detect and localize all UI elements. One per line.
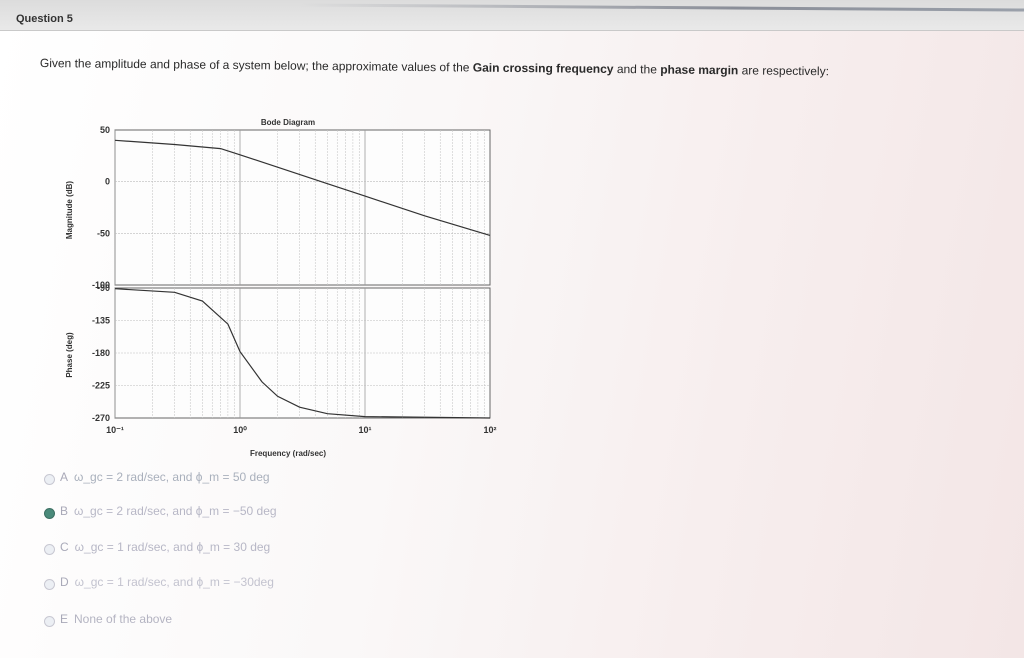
phase-y-tick-label: -270 (92, 413, 110, 423)
phase-curve (114, 288, 491, 419)
magnitude-curve (114, 139, 491, 236)
question-suffix: are respectively: (738, 63, 830, 79)
option-e[interactable]: E None of the above (60, 612, 172, 626)
option-b-letter: B (60, 504, 69, 518)
x-tick-label: 10¹ (358, 425, 371, 435)
question-header: Question 5 (0, 0, 1024, 31)
magnitude-plot-area (114, 129, 491, 286)
magnitude-y-tick-label: -100 (92, 280, 110, 290)
magnitude-y-ticks: 50 0 -50 -100 (92, 125, 110, 290)
question-prefix: Given the amplitude and phase of a syste… (39, 56, 473, 75)
phase-axis-label: Phase (deg) (65, 332, 74, 378)
option-a-radio[interactable] (44, 474, 55, 485)
x-tick-label: 10² (483, 425, 496, 435)
header-divider (299, 3, 1024, 12)
option-e-radio[interactable] (44, 616, 55, 627)
phase-panel: -90 -135 -180 -225 -270 Phase (deg) (65, 283, 491, 423)
question-term-gain-crossing: Gain crossing frequency (472, 60, 614, 77)
x-axis-ticks: 10⁻¹ 10⁰ 10¹ 10² (106, 425, 496, 435)
magnitude-axis-label: Magnitude (dB) (65, 181, 74, 240)
option-d-letter: D (60, 575, 69, 589)
option-e-letter: E (60, 612, 69, 626)
phase-y-tick-label: -180 (92, 348, 110, 358)
phase-y-tick-label: -225 (92, 381, 110, 391)
option-d-text: ω_gc = 1 rad/sec, and ϕ_m = −30deg (74, 575, 274, 589)
option-c-radio[interactable] (44, 544, 55, 555)
bode-diagram: Bode Diagram 50 0 -50 -100 Magnitude (dB) -… (65, 118, 497, 458)
question-term-phase-margin: phase margin (660, 62, 739, 78)
option-a-text: ω_gc = 2 rad/sec, and ϕ_m = 50 deg (74, 470, 270, 484)
question-middle: and the (613, 62, 661, 77)
magnitude-grid (114, 130, 490, 285)
phase-y-ticks: -90 -135 -180 -225 -270 (92, 283, 110, 423)
phase-y-tick-label: -90 (97, 283, 110, 293)
option-e-text: None of the above (74, 612, 173, 626)
phase-y-tick-label: -135 (92, 316, 110, 326)
option-c-text: ω_gc = 1 rad/sec, and ϕ_m = 30 deg (74, 540, 271, 554)
option-b-text: ω_gc = 2 rad/sec, and ϕ_m = −50 deg (74, 504, 277, 518)
option-a-letter: A (60, 470, 69, 484)
x-tick-label: 10⁻¹ (106, 425, 124, 435)
question-number: Question 5 (16, 13, 73, 25)
question-text: Given the amplitude and phase of a syste… (40, 56, 1010, 80)
option-d-radio[interactable] (44, 579, 55, 590)
magnitude-y-tick-label: 0 (105, 177, 110, 187)
magnitude-y-tick-label: -50 (97, 228, 110, 238)
phase-grid (114, 288, 490, 418)
magnitude-y-tick-label: 50 (100, 125, 110, 135)
option-c-letter: C (60, 540, 69, 554)
x-axis-label: Frequency (rad/sec) (250, 449, 326, 458)
option-b-radio[interactable] (44, 508, 55, 519)
chart-title: Bode Diagram (261, 118, 315, 127)
x-tick-label: 10⁰ (233, 425, 247, 435)
magnitude-panel: 50 0 -50 -100 Magnitude (dB) (65, 125, 491, 290)
